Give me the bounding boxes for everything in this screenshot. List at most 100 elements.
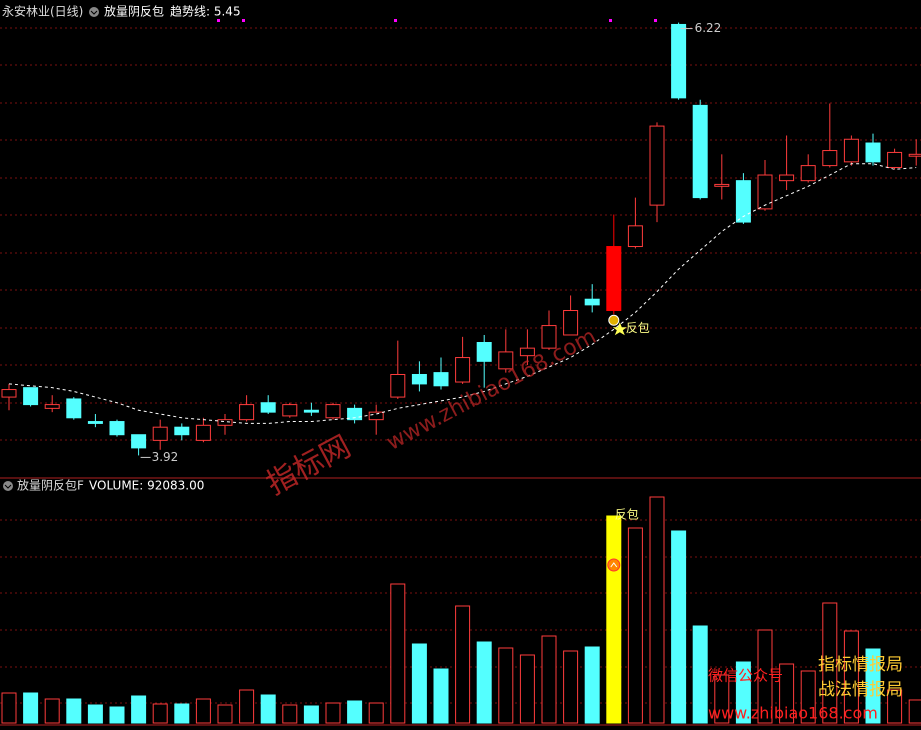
dropdown-icon[interactable] [89,7,99,17]
volume-bar [887,689,903,724]
candle-body [671,23,687,99]
candle-body [908,153,921,157]
volume-readout: VOLUME: 92083.00 [89,479,204,493]
candle-body [519,347,535,357]
brand-2: 战法情报局 [818,680,903,700]
candle-body [584,298,600,306]
wechat-label: 微信公众号 [708,667,783,685]
volume-bar [44,698,60,724]
volume-bar [498,647,514,724]
volume-bar [411,643,427,724]
trend-line [8,163,917,424]
volume-bar [627,527,643,724]
volume-bar [217,704,233,724]
signal-dots [217,19,657,22]
candle-body [563,310,579,336]
trend-readout: 趋势线: 5.45 [170,5,241,19]
volume-bar [260,694,276,724]
candle-body [606,246,622,312]
candle-body [195,424,211,441]
dropdown-chevron [90,10,98,15]
volume-bar [757,629,773,724]
volume-bar [1,692,17,724]
candle-body [368,411,384,421]
volume-bar [822,602,838,724]
candle-body [649,125,665,206]
candle-body [347,407,363,421]
volume-bar [152,703,168,724]
volume-bar [347,700,363,724]
candle-body [282,404,298,417]
candle-body [627,225,643,248]
volume-bar [541,635,557,724]
candle-body [735,180,751,223]
candle-body [800,165,816,182]
volume-bar [563,650,579,724]
candle-body [44,404,60,409]
volume-bar [239,689,255,724]
volume-bar [66,698,82,724]
volume-bar [692,625,708,724]
stock-title: 永安林业(日线) [2,4,83,19]
candle-body [887,151,903,168]
signal-star [612,322,627,336]
volume-bar [714,674,730,724]
volume-bar [303,705,319,724]
volume-bar [87,704,103,724]
volume-bar [131,695,147,724]
candle-body [23,387,39,406]
candle-body [152,426,168,441]
volume-title: 放量阴反包F [17,478,84,493]
candle-body [433,372,449,387]
candle-body [779,174,795,182]
volume-bar [174,703,190,724]
candle-body [325,404,341,419]
volume-bar [908,699,921,724]
candle-body [498,351,514,370]
candle-body [692,104,708,199]
volume-bar [390,583,406,724]
volume-bar [843,630,859,724]
signal-coin [608,314,620,326]
candle-body [843,138,859,163]
volume-bar [325,702,341,724]
volume-bar [779,663,795,724]
signal-label: 反包 [626,321,650,335]
candle-body [541,325,557,349]
low-label: 3.92 [152,450,179,464]
volume-bar [476,641,492,724]
volume-bar [671,530,687,724]
candle-body [239,404,255,421]
volume-bar [606,515,622,724]
volume-bar [735,661,751,724]
candle-body [757,174,773,210]
volume-bar [433,668,449,724]
volume-bar [455,605,471,724]
candle-body [390,373,406,398]
candle-body [455,357,471,383]
volume-bar [282,704,298,724]
volume-bar [195,698,211,724]
candle-body [87,421,103,424]
candle-body [131,434,147,449]
volume-bar [23,692,39,724]
candle-body [260,402,276,413]
volume-bar [519,654,535,724]
candle-body [822,150,838,167]
site-url: www.zhibiao168.com [708,704,878,723]
dropdown-icon[interactable] [3,481,13,491]
candle-body [411,373,427,385]
high-label: 6.22 [695,21,722,35]
volume-bar [649,496,665,724]
volume-bar [368,702,384,724]
dropdown-chevron [4,484,12,489]
candle-body [714,183,730,187]
signal-label: 反包 [615,508,639,522]
indicator-name: 放量阴反包 [104,4,164,19]
candle-body [476,342,492,362]
brand-1: 指标情报局 [818,655,903,675]
volume-bar [109,706,125,724]
signal-icon [607,558,621,572]
